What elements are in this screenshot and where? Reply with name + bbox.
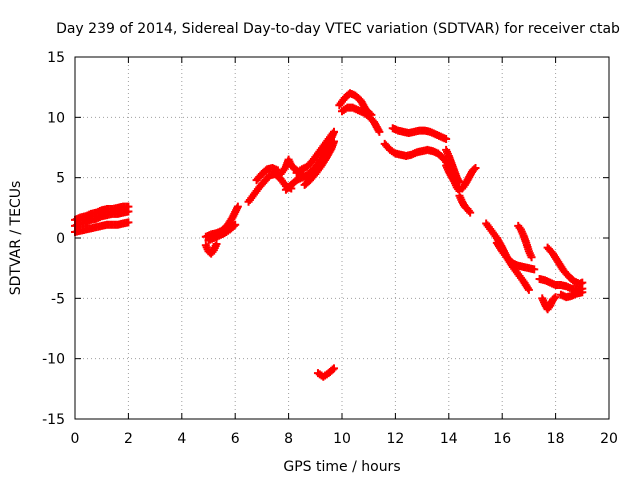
- data-point: [578, 288, 587, 297]
- series-rise-5-6h-lower: [204, 220, 240, 245]
- data-point: [578, 278, 587, 287]
- series-descent-13.9-14.4h-b: [442, 145, 464, 187]
- data-point: [329, 137, 338, 146]
- data-point: [550, 294, 559, 303]
- series-upper-ridge-12-14h: [388, 124, 451, 144]
- y-tick-label: 5: [56, 171, 65, 187]
- series-rise-17.7-19h: [543, 243, 587, 288]
- series-lower-band-0-2h: [71, 218, 133, 236]
- data-point: [124, 207, 133, 216]
- data-point: [442, 135, 451, 144]
- data-point: [471, 164, 480, 173]
- x-axis-ticks: 0 2 4 6 8 10 12 14 16 18 20: [71, 57, 618, 447]
- series-low-17.5-18h: [538, 293, 560, 314]
- data-point: [328, 365, 337, 374]
- data-point: [233, 202, 242, 211]
- series-rise-8-9.7h-b: [292, 127, 338, 177]
- data-point: [527, 253, 536, 262]
- y-tick-label: 0: [56, 231, 65, 247]
- y-tick-label: 15: [47, 50, 65, 66]
- series-lower-ridge-11.6-14h: [380, 139, 453, 170]
- chart-title: Day 239 of 2014, Sidereal Day-to-day VTE…: [56, 21, 620, 37]
- data-point: [231, 220, 240, 229]
- x-tick-label: 16: [493, 431, 511, 447]
- y-tick-label: -5: [51, 291, 65, 307]
- series-descent-14.4-15h-b: [458, 164, 480, 193]
- data-point: [375, 127, 384, 136]
- series-middle-band-0-2h: [71, 207, 133, 230]
- x-tick-label: 14: [440, 431, 458, 447]
- series-rise-6.8-7.5h: [252, 164, 282, 185]
- x-tick-label: 0: [71, 431, 80, 447]
- series-band-17.4-19h-b: [556, 288, 587, 302]
- x-tick-label: 12: [386, 431, 404, 447]
- data-point: [530, 265, 539, 274]
- series-rise-6.5-8h: [244, 170, 296, 206]
- y-tick-label: 10: [47, 110, 65, 126]
- y-tick-label: -10: [42, 352, 65, 368]
- series-peak-10-11.5h-upper: [335, 89, 376, 119]
- x-tick-label: 20: [600, 431, 618, 447]
- x-tick-label: 10: [333, 431, 351, 447]
- data-point: [229, 221, 238, 230]
- grid: [75, 57, 609, 419]
- series-rise-8-9.7h-c: [300, 137, 338, 189]
- data-point: [551, 293, 560, 302]
- data-point: [329, 364, 338, 373]
- series-branch-15.8-17.2h: [492, 238, 539, 274]
- data-point: [466, 208, 475, 217]
- data-points: [71, 89, 587, 381]
- data-point: [212, 240, 221, 249]
- y-tick-label: -15: [42, 412, 65, 428]
- series-peak-10-11.5h-lower: [338, 103, 384, 136]
- x-tick-label: 4: [177, 431, 186, 447]
- data-point: [124, 218, 133, 227]
- series-descent-14.4-15h-a: [455, 191, 475, 217]
- data-point: [329, 127, 338, 136]
- series-dip-5h: [201, 240, 221, 258]
- series-branch-16.6-17.1h: [514, 221, 536, 262]
- y-axis-ticks: -15 -10 -5 0 5 10 15: [42, 50, 609, 428]
- data-point: [470, 165, 479, 174]
- x-tick-label: 8: [284, 431, 293, 447]
- x-tick-label: 2: [124, 431, 133, 447]
- series-outlier-9.4h: [313, 364, 338, 381]
- x-tick-label: 18: [547, 431, 565, 447]
- series-band-17.4-19h-a: [535, 275, 587, 294]
- x-tick-label: 6: [231, 431, 240, 447]
- x-axis-label: GPS time / hours: [283, 459, 400, 475]
- y-axis-label: SDTVAR / TECUs: [8, 181, 24, 296]
- data-point: [524, 285, 533, 294]
